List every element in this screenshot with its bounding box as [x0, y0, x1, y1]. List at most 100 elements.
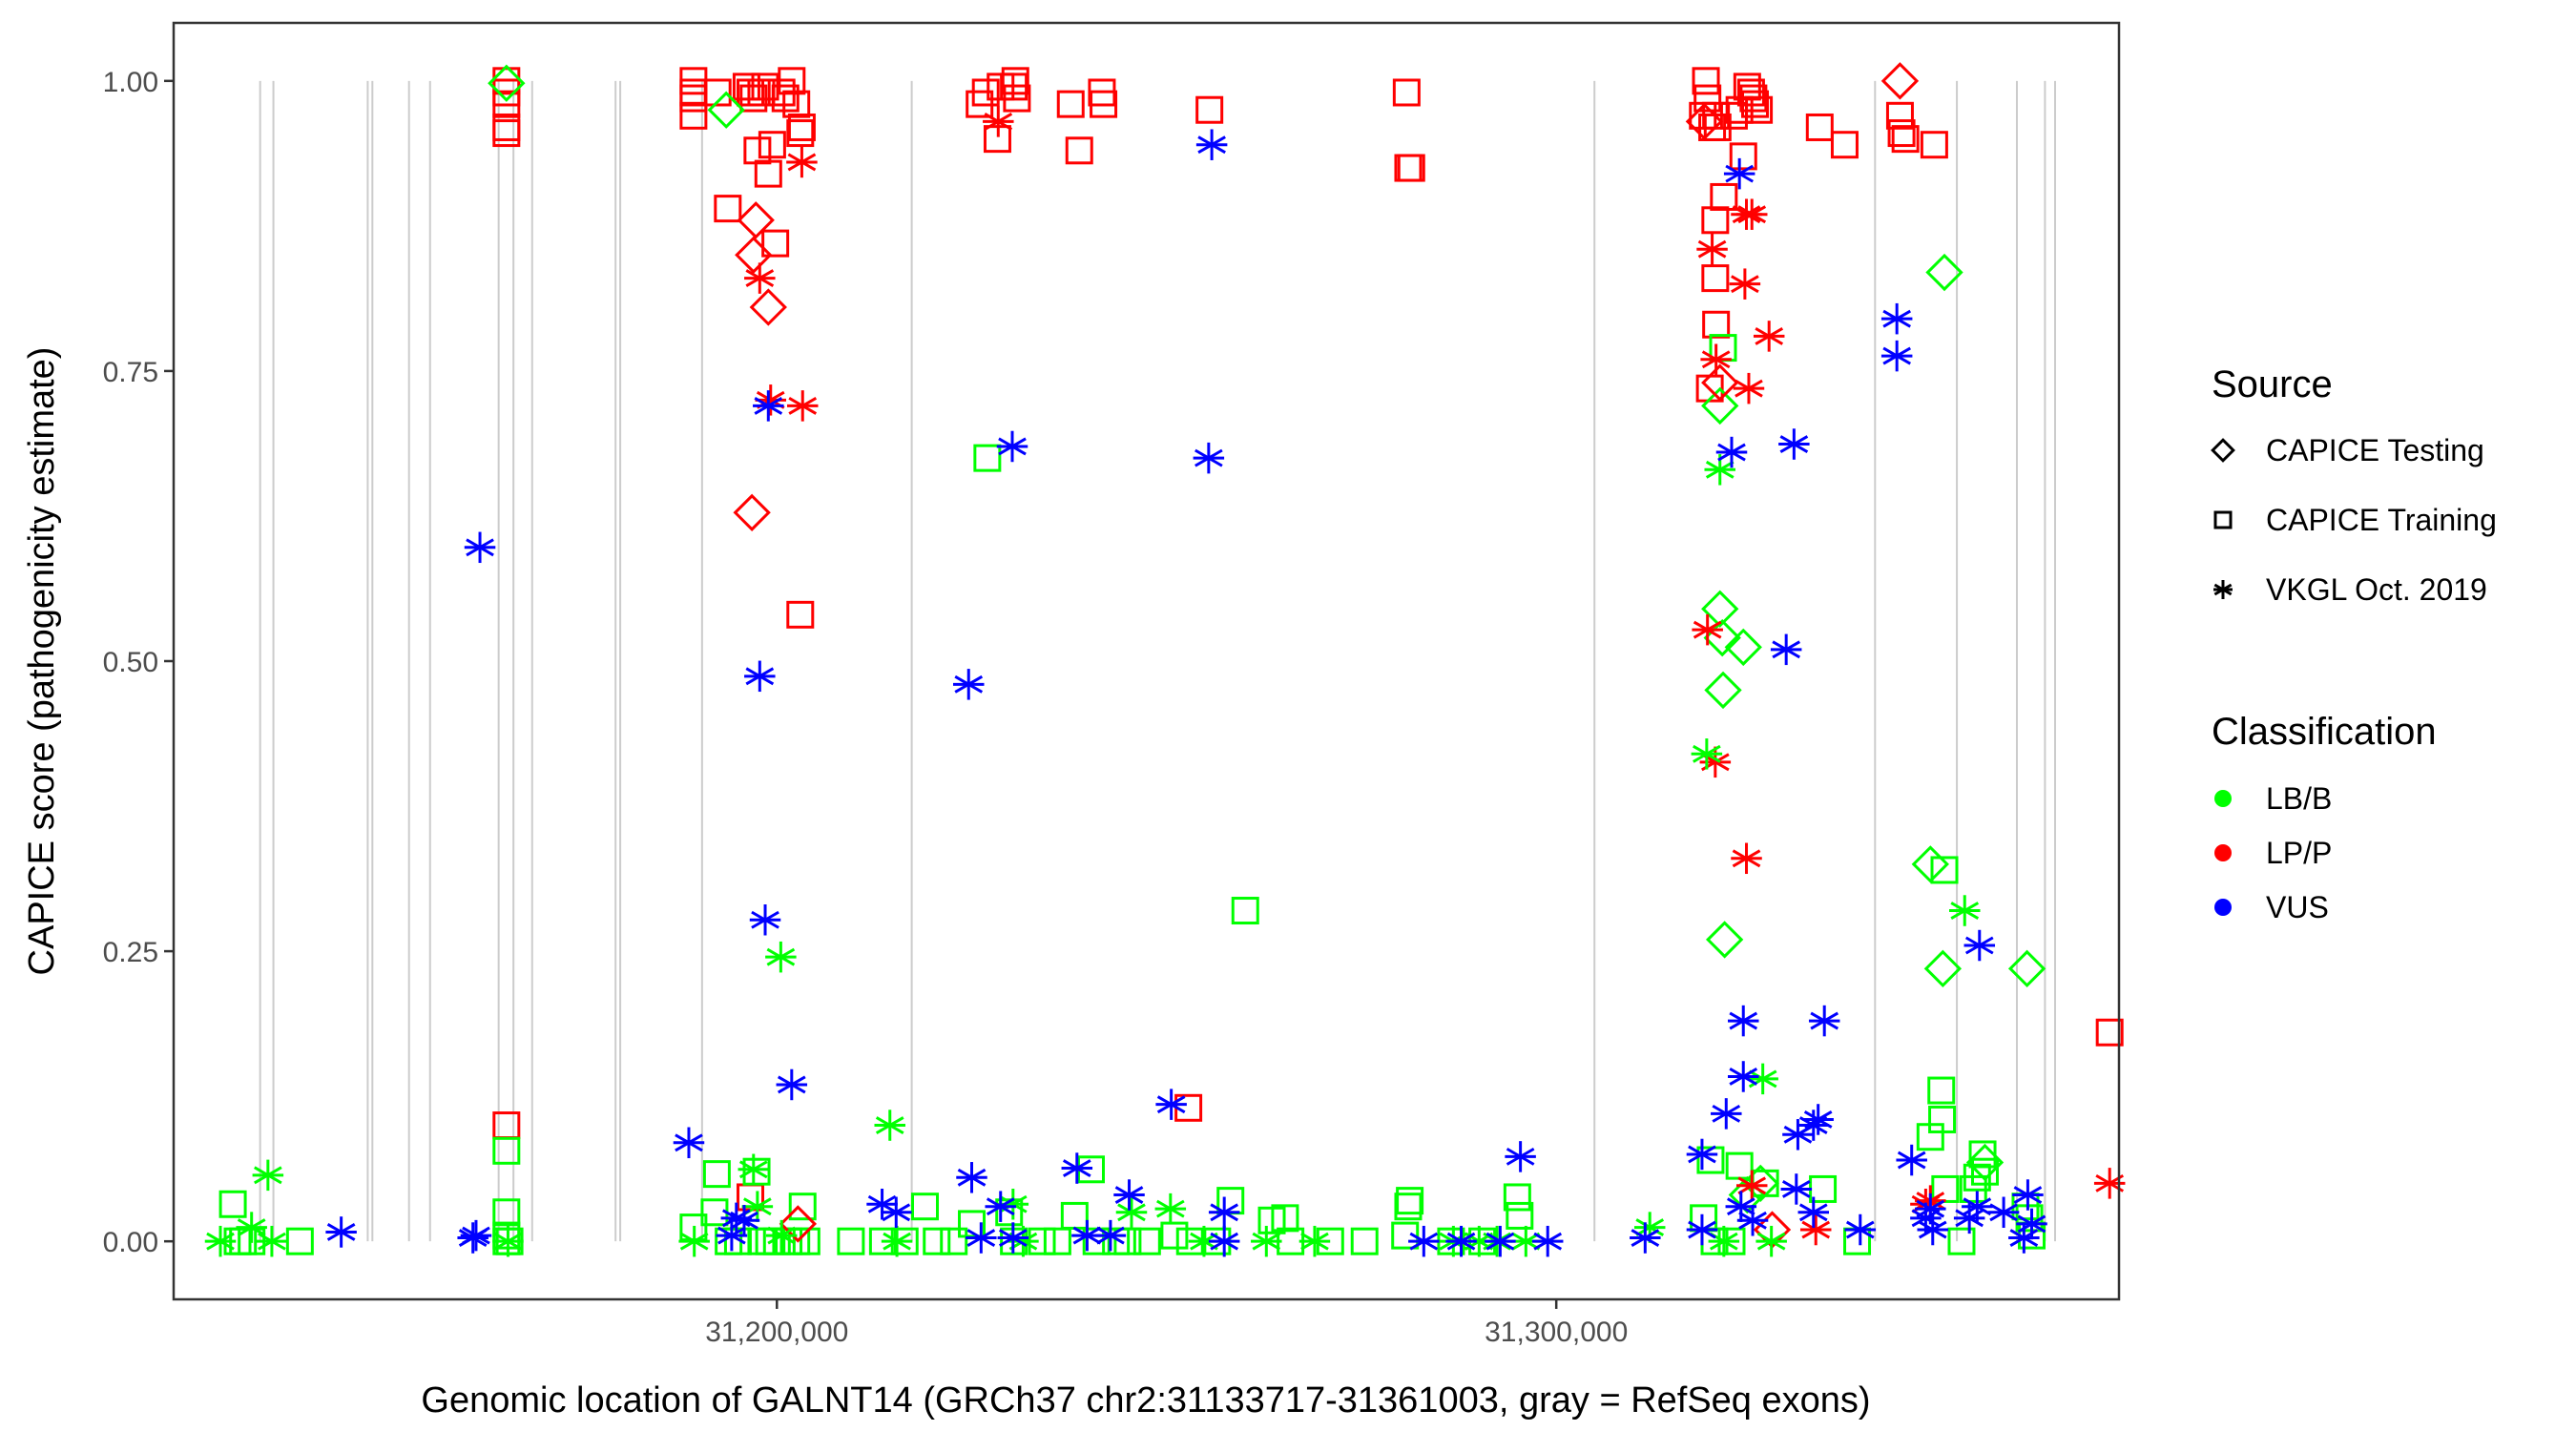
- y-tick-label: 1.00: [103, 67, 158, 98]
- data-point: [1711, 1098, 1742, 1130]
- data-point: [741, 1191, 774, 1222]
- data-point: [1805, 113, 1834, 141]
- data-point: [1880, 340, 1913, 372]
- data-point: [492, 1136, 521, 1165]
- data-point: [1915, 1192, 1946, 1225]
- data-point: [1701, 363, 1739, 402]
- data-point: [1701, 206, 1730, 235]
- legend-key-diamond: [2211, 438, 2235, 463]
- data-point: [1408, 1225, 1440, 1257]
- x-axis-title: Genomic location of GALNT14 (GRCh37 chr2…: [421, 1380, 1870, 1421]
- data-point: [737, 201, 775, 239]
- data-point: [1071, 1219, 1103, 1252]
- data-point: [325, 1216, 357, 1248]
- data-point: [1113, 1227, 1142, 1255]
- data-point: [1741, 90, 1770, 118]
- data-point: [1397, 154, 1425, 182]
- data-point: [236, 1212, 267, 1243]
- data-point: [1723, 157, 1755, 190]
- data-point: [1685, 102, 1724, 141]
- data-point: [1928, 1105, 1957, 1133]
- data-point: [1195, 129, 1228, 160]
- data-point: [1043, 1227, 1071, 1255]
- plot-background: [174, 23, 2119, 1299]
- data-point: [2016, 1208, 2047, 1240]
- data-point: [881, 1196, 912, 1229]
- data-point: [1735, 198, 1768, 230]
- legend-key-dot: [2214, 844, 2232, 861]
- data-point: [996, 430, 1028, 463]
- data-point: [1729, 142, 1757, 171]
- data-point: [1755, 1225, 1787, 1257]
- data-point: [1693, 84, 1722, 113]
- data-point: [1350, 1227, 1379, 1255]
- data-point: [1887, 119, 1916, 148]
- data-point: [488, 64, 526, 102]
- data-point: [786, 390, 819, 422]
- x-axis: 31,200,000 31,300,000: [705, 1299, 1628, 1348]
- data-point: [1728, 1061, 1759, 1092]
- legend-label: CAPICE Testing: [2266, 433, 2484, 467]
- data-point: [1947, 1227, 1976, 1255]
- data-point: [742, 1157, 771, 1186]
- legend-title-classification: Classification: [2212, 711, 2437, 753]
- data-point: [1729, 268, 1761, 300]
- data-point: [1735, 1170, 1768, 1202]
- x-tick-label: 31,300,000: [1485, 1317, 1628, 1348]
- data-point: [940, 1227, 968, 1255]
- data-point: [1880, 302, 1913, 335]
- data-point: [1911, 845, 1949, 883]
- data-point: [1705, 921, 1744, 959]
- data-point: [1896, 1144, 1927, 1176]
- data-point: [1728, 1005, 1759, 1037]
- data-point: [703, 78, 732, 107]
- data-point: [1701, 264, 1730, 293]
- data-point: [1920, 131, 1948, 159]
- legend: Source CAPICE Testing CAPICE Training VKGL…: [2211, 363, 2497, 924]
- data-point: [252, 1159, 284, 1192]
- data-point: [1505, 1141, 1536, 1172]
- data-point: [1885, 101, 1914, 130]
- data-point: [1692, 67, 1720, 95]
- data-point: [1963, 1163, 1991, 1192]
- data-point: [1891, 125, 1920, 154]
- data-point: [881, 1225, 913, 1257]
- data-point: [1003, 84, 1031, 113]
- data-point: [1691, 738, 1723, 770]
- data-point: [1701, 386, 1739, 425]
- data-point: [983, 106, 1014, 137]
- data-point: [492, 119, 521, 148]
- data-point: [1188, 1225, 1220, 1257]
- data-point: [923, 1227, 951, 1255]
- data-point: [754, 159, 782, 188]
- data-point: [1736, 1205, 1769, 1236]
- data-point: [1132, 1227, 1161, 1255]
- data-point: [776, 1068, 808, 1101]
- data-point: [786, 600, 815, 629]
- data-point: [735, 236, 773, 274]
- data-point: [1391, 1221, 1420, 1250]
- data-point: [720, 1202, 753, 1234]
- data-point: [1802, 1104, 1834, 1135]
- legend-key-square: [2213, 510, 2233, 529]
- data-point: [1394, 1192, 1423, 1221]
- data-point: [1702, 310, 1731, 339]
- data-point: [1503, 1183, 1531, 1212]
- data-point: [464, 531, 496, 564]
- y-tick-label: 0.25: [103, 937, 158, 968]
- data-point: [285, 1227, 314, 1255]
- y-tick-label: 0.75: [103, 357, 158, 388]
- data-point: [733, 493, 771, 531]
- data-point: [1715, 436, 1748, 468]
- data-point: [973, 444, 1002, 472]
- data-point: [1710, 182, 1738, 211]
- data-point: [1251, 1225, 1282, 1257]
- data-point: [1970, 1157, 1999, 1186]
- data-point: [1094, 1219, 1127, 1252]
- legend-label: VUS: [2266, 890, 2329, 924]
- data-point: [749, 288, 787, 326]
- data-point: [1917, 1213, 1949, 1246]
- data-point: [1965, 1143, 2005, 1182]
- legend-key-dot: [2214, 790, 2232, 807]
- data-point: [1949, 895, 1981, 926]
